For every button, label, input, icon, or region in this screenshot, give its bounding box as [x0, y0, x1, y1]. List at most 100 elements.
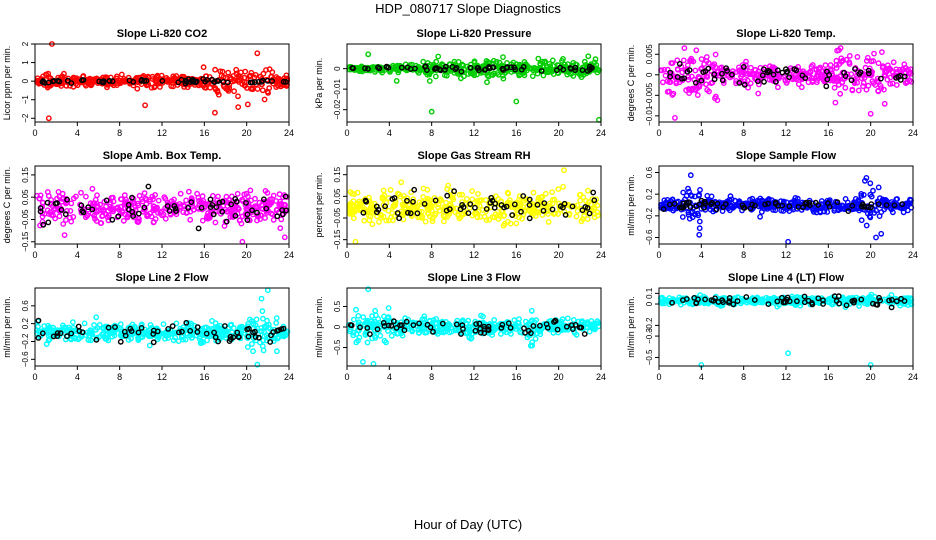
- data-point: [217, 68, 224, 75]
- reference-point: [852, 66, 858, 72]
- reference-point: [520, 193, 527, 199]
- x-tick-label: 8: [117, 372, 122, 382]
- x-tick-label: 8: [117, 128, 122, 138]
- data-point: [198, 75, 205, 82]
- data-point: [875, 60, 882, 67]
- data-point: [581, 58, 588, 65]
- x-tick-label: 0: [656, 372, 661, 382]
- data-point: [244, 344, 251, 350]
- data-point: [879, 49, 885, 55]
- y-tick-label: −1: [21, 95, 30, 105]
- outlier-point: [239, 238, 246, 245]
- data-point: [278, 216, 285, 223]
- reference-point: [117, 338, 124, 345]
- data-point: [266, 66, 273, 73]
- reference-point: [878, 75, 884, 82]
- data-point: [202, 84, 209, 91]
- data-point: [484, 79, 490, 86]
- data-point: [148, 84, 155, 91]
- data-point: [453, 205, 459, 212]
- y-tick-label: 0: [333, 66, 342, 71]
- x-tick-label: 8: [741, 250, 746, 260]
- y-tick-label: −0.05: [333, 207, 342, 228]
- outlier-point: [785, 350, 791, 357]
- data-point: [121, 192, 128, 199]
- data-point: [679, 214, 686, 220]
- x-tick-label: 4: [699, 250, 704, 260]
- y-tick-label: 0.2: [21, 318, 30, 330]
- data-point: [513, 220, 520, 227]
- reference-point: [509, 212, 516, 219]
- reference-point: [713, 206, 720, 213]
- data-point: [73, 75, 80, 82]
- outlier-point: [863, 174, 870, 181]
- x-tick-label: 4: [387, 372, 392, 382]
- data-point: [849, 86, 856, 93]
- data-point: [43, 71, 49, 78]
- data-point: [842, 195, 849, 202]
- x-tick-label: 0: [32, 128, 37, 138]
- data-point: [177, 190, 184, 197]
- data-point: [369, 313, 375, 319]
- data-point: [747, 80, 754, 87]
- x-tick-label: 24: [596, 372, 606, 382]
- data-point: [549, 189, 555, 196]
- y-tick-label: −0.2: [645, 207, 654, 223]
- data-point: [175, 338, 182, 344]
- data-point: [212, 85, 219, 92]
- x-tick-label: 12: [469, 250, 479, 260]
- data-point: [78, 189, 84, 196]
- x-tick-label: 12: [781, 250, 791, 260]
- data-point: [36, 195, 43, 202]
- data-point: [388, 332, 395, 339]
- data-point: [380, 187, 387, 194]
- data-point: [545, 218, 552, 225]
- data-point: [560, 183, 566, 190]
- y-tick-label: −0.02: [333, 99, 342, 120]
- data-point: [680, 57, 687, 64]
- data-point: [435, 53, 442, 60]
- reference-point: [115, 213, 122, 220]
- data-point: [658, 67, 664, 74]
- x-tick-label: 24: [284, 128, 294, 138]
- data-point: [238, 220, 245, 227]
- reference-point: [267, 339, 274, 345]
- x-tick-label: 0: [32, 250, 37, 260]
- data-point: [696, 218, 703, 225]
- data-point: [443, 199, 449, 206]
- data-point: [114, 73, 120, 80]
- data-point: [887, 74, 894, 81]
- data-point: [266, 85, 273, 92]
- y-tick-label: −0.15: [333, 229, 342, 250]
- data-point: [680, 189, 687, 196]
- point-layer: [345, 286, 602, 367]
- data-point: [511, 317, 518, 323]
- data-point: [495, 215, 502, 222]
- reference-point: [221, 323, 228, 329]
- outlier-point: [142, 102, 149, 109]
- data-point: [529, 73, 536, 80]
- x-tick-label: 8: [741, 128, 746, 138]
- data-point: [273, 348, 280, 355]
- x-tick-label: 24: [596, 128, 606, 138]
- data-point: [878, 230, 885, 237]
- data-point: [99, 212, 106, 219]
- y-axis-label: ml/min per min.: [626, 174, 636, 236]
- data-point: [555, 186, 562, 193]
- data-point: [424, 186, 431, 193]
- x-tick-label: 4: [75, 128, 80, 138]
- reference-point: [52, 200, 59, 207]
- data-point: [97, 201, 104, 208]
- x-tick-label: 24: [284, 372, 294, 382]
- data-point: [354, 189, 361, 196]
- data-point: [39, 213, 46, 220]
- x-tick-label: 16: [511, 250, 521, 260]
- y-tick-label: −0.6: [21, 351, 30, 367]
- panel-title: Slope Line 4 (LT) Flow: [728, 272, 844, 284]
- outlier-point: [281, 234, 288, 241]
- y-tick-label: −0.5: [333, 339, 342, 355]
- x-tick-label: 12: [469, 372, 479, 382]
- reference-point: [888, 304, 895, 311]
